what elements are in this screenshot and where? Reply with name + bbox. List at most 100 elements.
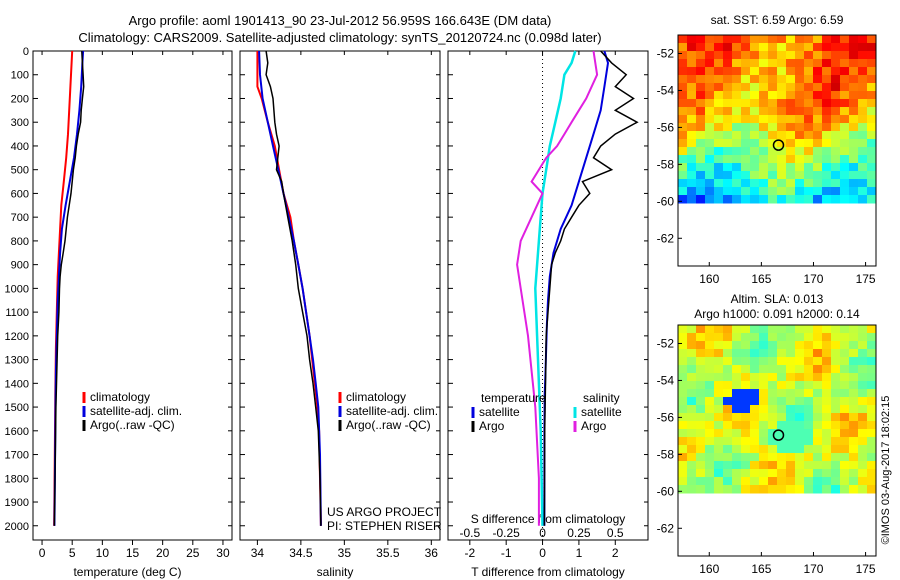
sla-map-cell [714,429,724,438]
sla-map-cell [831,333,841,342]
sst-map-cell [795,59,805,68]
sla-map-cell [723,325,733,334]
sst-map-cell [840,155,850,164]
sst-map-cell [804,187,814,196]
sst-map-cell [732,83,742,92]
sst-map-cell [858,187,868,196]
sst-map-cell [804,123,814,132]
sst-map-cell [831,51,841,60]
sla-map-cell [777,405,787,414]
sla-map-cell [840,325,850,334]
sla-map-cell [822,453,832,462]
temperature-ytick-label-8: 800 [11,236,29,248]
sla-map-cell [804,381,814,390]
sst-map-cell [867,171,877,180]
sst-map-cell [714,99,724,108]
sst-map-cell [759,171,769,180]
sla-map-cell [741,389,751,398]
sst-map-cell [714,147,724,156]
sst-map-cell [813,171,823,180]
sla-map-cell [687,429,697,438]
sla-map-cell [822,397,832,406]
sla-map-cell [741,477,751,486]
sla-map-cell [741,397,751,406]
sst-map-cell [858,123,868,132]
sst-map-cell [750,123,760,132]
sst-map-cell [795,43,805,52]
sst-map-cell [696,67,706,76]
temperature-xlabel: temperature (deg C) [73,565,181,579]
salinity-xlabel: salinity [317,565,354,579]
sla-map-cell [696,485,706,494]
sst-map-cell [696,51,706,60]
sst-map-cell [858,67,868,76]
sla-map-cell [777,341,787,350]
sla-map-cell [795,421,805,430]
sst-map-cell [795,179,805,188]
sla-map-cell [795,365,805,374]
sst-map-cell [849,43,859,52]
sla-map-cell [849,365,859,374]
sla-map-cell [786,381,796,390]
sst-map-cell [804,155,814,164]
sla-map-cell [840,341,850,350]
sla-map-cell [768,397,778,406]
sst-map-cell [867,51,877,60]
sla-map-cell [858,373,868,382]
sst-map-cell [705,139,715,148]
sla-map-cell [768,341,778,350]
sla-map-cell [858,469,868,478]
sst-map-cell [687,43,697,52]
salinity-legend-label-2: Argo(..raw -QC) [346,418,431,432]
sla-map-cell [777,445,787,454]
sla-map-cell [795,349,805,358]
sla-map-cell [759,453,769,462]
sla-map-cell [858,341,868,350]
temperature-x-tick-label-0: 0 [39,546,46,560]
sst-map-cell [840,123,850,132]
sst-map-cell [741,83,751,92]
sst-map-cell [822,195,832,204]
sst-map-cell [813,179,823,188]
sla-map-cell [813,373,823,382]
sst-map-cell [687,139,697,148]
sst-map-cell [714,59,724,68]
sla-map-cell [732,453,742,462]
sla-map-cell [831,357,841,366]
sst-map-cell [705,131,715,140]
sst-map-cell [687,131,697,140]
sst-map-cell [768,131,778,140]
sst-map-cell [786,99,796,108]
sla-map-cell [777,373,787,382]
sst-map-cell [867,107,877,116]
sst-map-cell [840,171,850,180]
sst-map-cell [714,155,724,164]
sst-map-cell [741,59,751,68]
sla-map-cell [732,445,742,454]
sla-map-cell [678,437,688,446]
sla-map-cell [759,437,769,446]
sst-map-cell [705,59,715,68]
sst-map-cell [732,43,742,52]
sst-map-cell [714,171,724,180]
sst-map-cell [750,179,760,188]
sst-map-cell [831,75,841,84]
sla-map-cell [768,357,778,366]
sla-map-cell [849,445,859,454]
sst-map-cell [705,99,715,108]
sst-map-cell [858,51,868,60]
sla-map-cell [795,325,805,334]
sst-map-cell [687,91,697,100]
sla-map-cell [831,477,841,486]
sst-map-cell [804,35,814,44]
sst-map-xtick-label-3: 175 [856,272,876,286]
sla-map-cell [777,397,787,406]
sst-map-cell [696,131,706,140]
sst-map-cell [822,123,832,132]
difference-legend-temperature-title: temperature [481,391,546,405]
sst-map-cell [714,51,724,60]
sla-map-frame [677,324,877,557]
salinity-x-tick-label-2: 35 [338,546,352,560]
sla-map-cell [732,373,742,382]
sla-map-cell [723,429,733,438]
